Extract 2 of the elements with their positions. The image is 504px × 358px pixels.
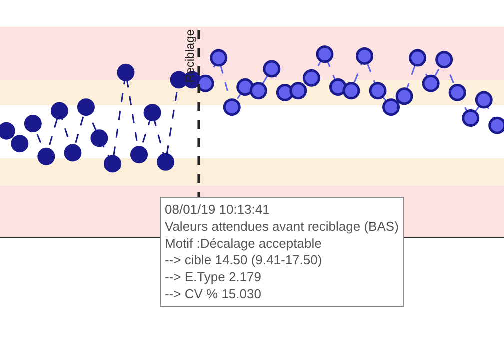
annotation: 08/01/19 10:13:41 Valeurs attendues avant reciblage (BAS) Motif :Décalage acceptable --> cible 14.50 (9.41-17.50) --> E.Type 2.179 --> CV % 15.030: [165, 202, 399, 302]
text: Reciblage: [182, 30, 197, 83]
